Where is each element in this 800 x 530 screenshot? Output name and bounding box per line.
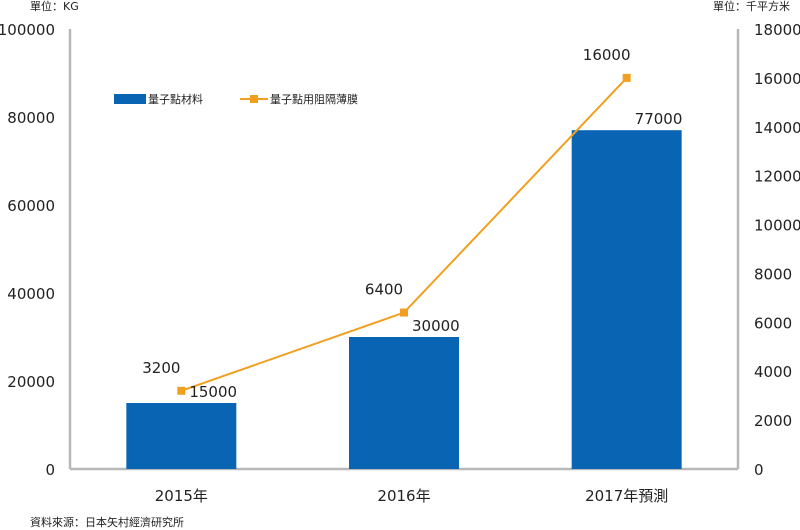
left-tick-label: 60000 <box>7 197 55 215</box>
right-tick-label: 2000 <box>754 412 792 430</box>
left-tick-label: 40000 <box>7 285 55 303</box>
left-tick-label: 0 <box>45 461 55 479</box>
right-tick-label: 14000 <box>754 119 800 137</box>
right-tick-label: 8000 <box>754 265 792 283</box>
line-value-label: 6400 <box>365 281 403 299</box>
line-value-label: 3200 <box>142 359 180 377</box>
category-label: 2017年預測 <box>585 487 668 505</box>
left-tick-label: 100000 <box>0 21 55 39</box>
source-note: 資料來源：日本矢村經濟研究所 <box>30 515 184 529</box>
bar-value-label: 77000 <box>635 110 683 128</box>
bar-value-label: 15000 <box>189 383 237 401</box>
line-value-label: 16000 <box>583 46 631 64</box>
category-label: 2016年 <box>377 487 430 505</box>
bar <box>349 337 459 469</box>
right-tick-label: 6000 <box>754 314 792 332</box>
line-point <box>622 73 631 82</box>
right-tick-label: 10000 <box>754 217 800 235</box>
right-tick-label: 16000 <box>754 70 800 88</box>
line-point <box>177 386 186 395</box>
bar <box>571 130 682 469</box>
left-tick-label: 80000 <box>7 109 55 127</box>
right-tick-label: 0 <box>754 461 764 479</box>
legend-line-label: 量子點用阻隔薄膜 <box>270 92 358 106</box>
line-point <box>400 308 408 317</box>
bar-value-label: 30000 <box>412 317 460 335</box>
bar <box>126 403 237 469</box>
left-axis-unit: 單位：KG <box>30 0 79 13</box>
right-axis-unit: 單位：千平方米 <box>713 0 790 13</box>
right-tick-label: 12000 <box>754 168 800 186</box>
legend-bar-label: 量子點材料 <box>148 92 203 106</box>
legend-line-marker <box>250 95 258 103</box>
right-tick-label: 18000 <box>754 21 800 39</box>
category-label: 2015年 <box>155 487 208 505</box>
legend-bar-swatch <box>114 94 146 104</box>
left-tick-label: 20000 <box>7 373 55 391</box>
right-tick-label: 4000 <box>754 363 792 381</box>
